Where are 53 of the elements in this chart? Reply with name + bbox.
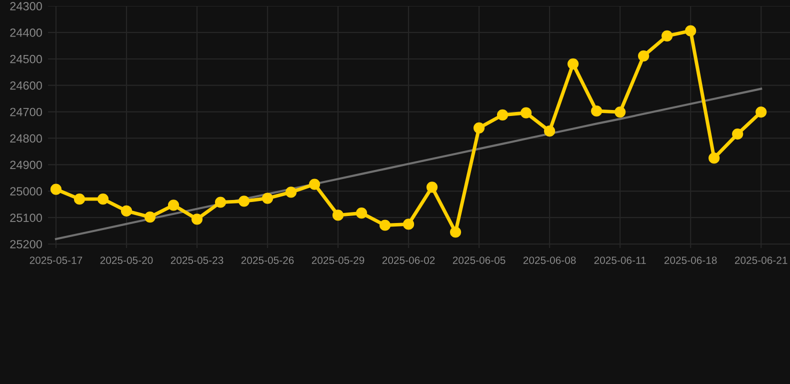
- y-tick-label: 24400: [10, 28, 42, 37]
- x-tick-label: 2025-05-26: [241, 256, 294, 264]
- y-tick-label: 24800: [10, 134, 42, 143]
- point: [356, 208, 368, 219]
- point: [732, 128, 744, 140]
- y-tick-label: 24500: [10, 54, 42, 64]
- point: [497, 109, 508, 121]
- point: [662, 30, 673, 42]
- point: [144, 212, 156, 223]
- point: [520, 107, 532, 118]
- point: [544, 126, 556, 137]
- point: [262, 192, 274, 204]
- point: [591, 105, 602, 117]
- y-tick-label: 24300: [10, 2, 42, 10]
- line-series: [54, 88, 762, 240]
- x-tick-label: 2025-06-21: [734, 256, 788, 264]
- y-tick-label: 25100: [10, 214, 42, 222]
- point: [214, 196, 226, 208]
- point: [708, 152, 720, 164]
- point: [50, 184, 62, 195]
- x-tick-label: 2025-06-08: [523, 256, 576, 264]
- x-tick-label: 2025-05-29: [312, 256, 364, 264]
- point: [568, 58, 579, 70]
- point: [756, 106, 767, 118]
- x-tick-label: 2025-05-20: [100, 256, 153, 264]
- y-tick-label: 24600: [10, 81, 42, 90]
- point: [308, 178, 320, 190]
- point: [379, 220, 391, 231]
- point: [473, 122, 485, 134]
- point: [168, 200, 180, 211]
- point: [120, 205, 132, 217]
- point: [74, 194, 86, 205]
- point: [638, 50, 650, 62]
- point: [238, 196, 250, 207]
- y-tick-label: 25200: [10, 240, 42, 248]
- y-tick-label: 25000: [10, 187, 42, 196]
- x-tick-label: 2025-05-17: [30, 256, 82, 264]
- x-tick-label: 2025-05-23: [170, 256, 224, 264]
- point: [426, 182, 438, 193]
- point: [191, 214, 203, 225]
- point: [332, 210, 344, 221]
- y-tick-label: 24700: [10, 108, 42, 116]
- point: [285, 186, 297, 198]
- x-tick-label: 2025-06-18: [664, 256, 717, 264]
- x-tick-label: 2025-06-11: [594, 256, 646, 264]
- y-tick-label: 24900: [10, 160, 42, 170]
- x-tick-label: 2025-06-02: [382, 256, 435, 264]
- point: [402, 218, 414, 230]
- point: [450, 226, 462, 238]
- point: [685, 25, 696, 36]
- point: [97, 194, 109, 205]
- x-tick-label: 2025-06-05: [452, 256, 506, 264]
- point: [614, 106, 626, 118]
